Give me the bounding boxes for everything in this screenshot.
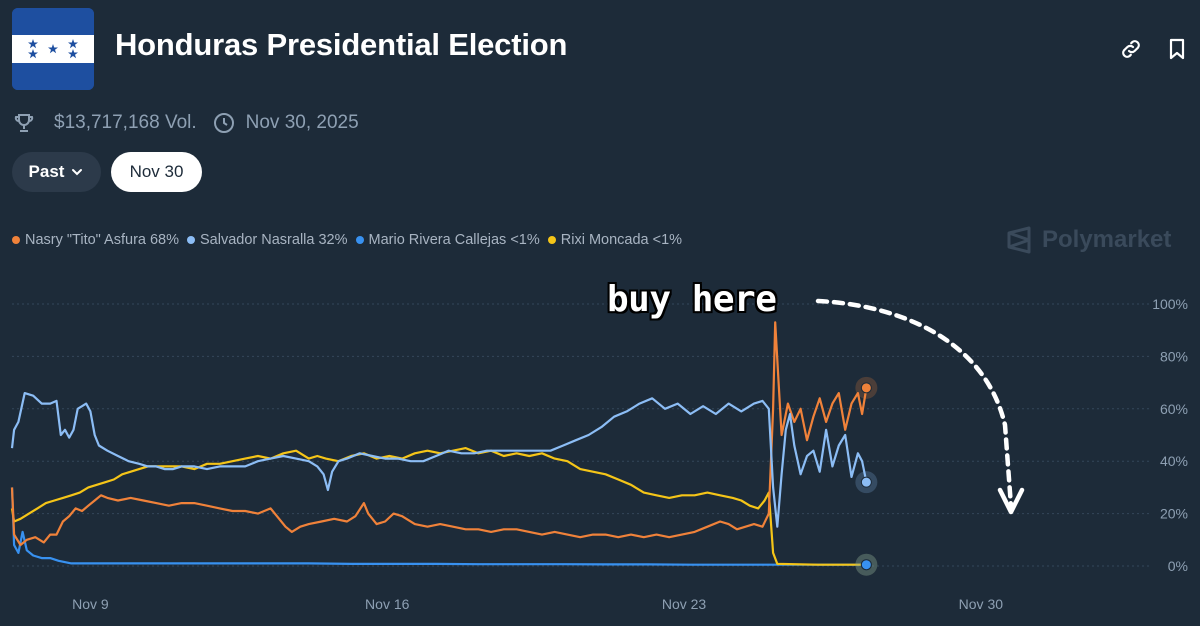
y-axis-ticks: 100% 80% 60% 40% 20% 0% (1152, 296, 1188, 574)
annotation-arrow (815, 298, 1014, 509)
legend-dot (12, 236, 20, 244)
annotation-arrow-head (997, 487, 1025, 515)
date-label: Nov 30 (129, 162, 184, 181)
legend-dot (547, 236, 556, 244)
date-filter-button[interactable]: Nov 30 (111, 152, 202, 192)
legend-label: Nasry "Tito" Asfura 68% (25, 232, 180, 248)
end-date-info: Nov 30, 2025 (212, 111, 359, 135)
chevron-down-icon (72, 169, 83, 176)
y-tick-label: 20% (1160, 506, 1188, 522)
endpoint-dot (860, 476, 872, 488)
link-icon[interactable] (1119, 37, 1143, 61)
series-line (10, 487, 867, 566)
polymarket-watermark: Polymarket (1004, 224, 1171, 256)
legend-dot (187, 236, 196, 244)
flag-stars (28, 39, 78, 59)
endpoint-dot (860, 559, 872, 571)
y-tick-label: 100% (1152, 296, 1188, 312)
endpoint-dot (860, 382, 872, 394)
chart-endpoints (855, 376, 878, 576)
past-dropdown-button[interactable]: Past (12, 152, 101, 192)
x-tick-label: Nov 16 (365, 596, 410, 612)
page-title: Honduras Presidential Election (115, 27, 568, 62)
annotation-text: buy here (607, 279, 777, 320)
series-line (10, 447, 867, 566)
legend-item-asfura[interactable]: Nasry "Tito" Asfura 68% (12, 232, 179, 248)
legend-item-rivera[interactable]: Mario Rivera Callejas <1% (355, 232, 540, 248)
x-tick-label: Nov 9 (72, 596, 109, 612)
legend-label: Rixi Moncada <1% (560, 232, 683, 248)
bookmark-icon[interactable] (1165, 37, 1189, 61)
chart-lines (10, 321, 868, 566)
clock-icon (213, 113, 234, 133)
past-label: Past (28, 162, 65, 181)
honduras-flag-logo (12, 8, 94, 90)
x-tick-label: Nov 30 (959, 596, 1004, 612)
chart-grid (12, 303, 1150, 567)
market-meta: $13,717,168 Vol. Nov 30, 2025 (12, 108, 359, 138)
polymarket-logo-icon (1007, 226, 1031, 254)
legend-label: Mario Rivera Callejas <1% (368, 232, 540, 248)
y-tick-label: 0% (1168, 558, 1188, 574)
end-date-text: Nov 30, 2025 (245, 112, 359, 133)
x-tick-label: Nov 23 (662, 596, 707, 612)
legend-item-moncada[interactable]: Rixi Moncada <1% (547, 232, 683, 248)
volume-text: $13,717,168 Vol. (54, 112, 197, 133)
chart-legend: Nasry "Tito" Asfura 68% Salvador Nasrall… (12, 230, 690, 250)
y-tick-label: 80% (1160, 348, 1188, 364)
legend-label: Salvador Nasralla 32% (200, 232, 348, 248)
y-tick-label: 60% (1160, 401, 1188, 417)
price-chart[interactable]: 100%80%60%40%20%0% Nov 9 Nov 16 Nov 23 Nov … (0, 280, 1200, 626)
series-line (10, 392, 868, 528)
legend-dot (355, 236, 364, 244)
brand-name: Polymarket (1042, 226, 1172, 253)
legend-item-nasralla[interactable]: Salvador Nasralla 32% (187, 232, 348, 248)
y-tick-label: 40% (1160, 453, 1188, 469)
volume-info: $13,717,168 Vol. (12, 111, 197, 135)
trophy-icon (14, 114, 34, 132)
series-line (10, 321, 868, 547)
x-axis-ticks: Nov 9 Nov 16 Nov 23 Nov 30 (72, 596, 1003, 612)
